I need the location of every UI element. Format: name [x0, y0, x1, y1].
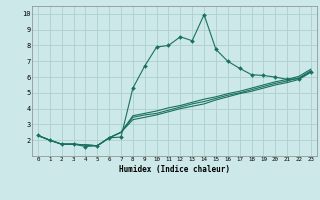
X-axis label: Humidex (Indice chaleur): Humidex (Indice chaleur)	[119, 165, 230, 174]
